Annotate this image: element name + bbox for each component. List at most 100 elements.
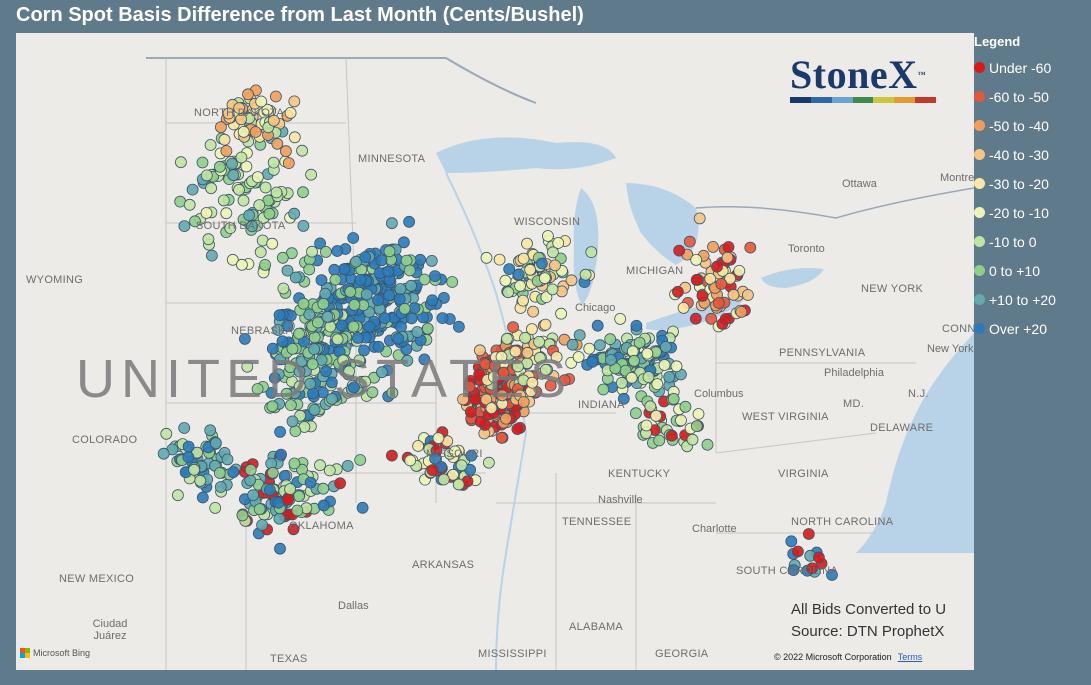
basis-point[interactable] xyxy=(617,392,630,405)
basis-point[interactable] xyxy=(437,473,450,486)
basis-point[interactable] xyxy=(452,320,465,333)
basis-point[interactable] xyxy=(735,305,748,318)
basis-point[interactable] xyxy=(549,259,561,272)
basis-point[interactable] xyxy=(272,324,285,336)
basis-point[interactable] xyxy=(539,318,552,331)
basis-point[interactable] xyxy=(405,279,418,292)
basis-point[interactable] xyxy=(289,425,302,438)
basis-point[interactable] xyxy=(335,319,348,332)
basis-point[interactable] xyxy=(659,341,672,353)
basis-point[interactable] xyxy=(344,285,357,298)
basis-point[interactable] xyxy=(214,481,227,493)
basis-point[interactable] xyxy=(715,278,728,290)
basis-point[interactable] xyxy=(188,463,201,476)
legend-item[interactable]: Over +20 xyxy=(974,314,1091,343)
basis-point[interactable] xyxy=(733,264,746,277)
basis-point[interactable] xyxy=(348,381,360,394)
basis-point[interactable] xyxy=(226,253,239,266)
basis-point[interactable] xyxy=(277,282,290,295)
basis-point[interactable] xyxy=(266,466,279,479)
basis-point[interactable] xyxy=(677,301,690,314)
basis-point[interactable] xyxy=(679,400,692,413)
basis-point[interactable] xyxy=(500,412,512,425)
basis-point[interactable] xyxy=(705,312,718,325)
basis-point[interactable] xyxy=(220,207,233,220)
basis-point[interactable] xyxy=(274,425,287,438)
basis-point[interactable] xyxy=(704,272,717,285)
basis-point[interactable] xyxy=(235,113,248,126)
basis-point[interactable] xyxy=(401,354,414,367)
basis-point[interactable] xyxy=(792,545,804,558)
basis-point[interactable] xyxy=(690,273,703,286)
basis-point[interactable] xyxy=(375,366,388,379)
basis-point[interactable] xyxy=(633,336,646,349)
basis-point[interactable] xyxy=(403,264,416,277)
basis-point[interactable] xyxy=(412,440,425,452)
basis-point[interactable] xyxy=(291,504,304,517)
basis-point[interactable] xyxy=(651,378,664,391)
basis-point[interactable] xyxy=(259,181,272,194)
basis-point[interactable] xyxy=(517,396,530,408)
basis-point[interactable] xyxy=(246,220,259,233)
basis-point[interactable] xyxy=(690,253,703,266)
basis-point[interactable] xyxy=(432,432,445,445)
basis-point[interactable] xyxy=(806,562,818,575)
basis-point[interactable] xyxy=(297,297,310,310)
basis-point[interactable] xyxy=(585,246,598,259)
basis-point[interactable] xyxy=(247,489,260,502)
basis-point[interactable] xyxy=(644,400,657,413)
basis-point[interactable] xyxy=(540,291,553,304)
basis-point[interactable] xyxy=(217,194,230,207)
basis-point[interactable] xyxy=(253,503,266,516)
basis-point[interactable] xyxy=(253,199,266,212)
basis-point[interactable] xyxy=(527,305,539,318)
basis-point[interactable] xyxy=(279,145,292,158)
basis-point[interactable] xyxy=(236,509,249,522)
basis-point[interactable] xyxy=(675,414,687,427)
basis-point[interactable] xyxy=(533,351,546,364)
basis-point[interactable] xyxy=(707,240,719,253)
basis-point[interactable] xyxy=(509,345,522,358)
basis-point[interactable] xyxy=(274,542,286,555)
basis-point[interactable] xyxy=(744,241,757,254)
basis-point[interactable] xyxy=(544,379,557,392)
basis-point[interactable] xyxy=(304,476,317,489)
basis-point[interactable] xyxy=(683,235,696,248)
basis-point[interactable] xyxy=(696,289,709,302)
basis-point[interactable] xyxy=(565,274,578,287)
basis-point[interactable] xyxy=(233,183,245,196)
basis-point[interactable] xyxy=(240,160,253,173)
basis-point[interactable] xyxy=(542,230,554,242)
basis-point[interactable] xyxy=(288,95,301,108)
basis-point[interactable] xyxy=(204,139,217,151)
basis-point[interactable] xyxy=(255,95,268,108)
basis-point[interactable] xyxy=(722,241,735,253)
basis-point[interactable] xyxy=(280,387,293,400)
basis-point[interactable] xyxy=(452,478,465,491)
basis-point[interactable] xyxy=(189,215,201,228)
basis-point[interactable] xyxy=(196,156,209,169)
basis-point[interactable] xyxy=(813,551,825,564)
basis-point[interactable] xyxy=(265,386,278,399)
basis-point[interactable] xyxy=(358,344,370,357)
basis-point[interactable] xyxy=(663,371,676,383)
basis-point[interactable] xyxy=(284,399,297,412)
basis-point[interactable] xyxy=(259,258,272,271)
basis-point[interactable] xyxy=(347,232,360,244)
basis-point[interactable] xyxy=(521,237,533,250)
basis-point[interactable] xyxy=(303,263,316,276)
basis-point[interactable] xyxy=(385,217,398,230)
basis-point[interactable] xyxy=(331,333,344,346)
basis-point[interactable] xyxy=(182,451,195,463)
basis-point[interactable] xyxy=(359,375,372,388)
legend-item[interactable]: 0 to +10 xyxy=(974,256,1091,285)
basis-point[interactable] xyxy=(311,316,324,329)
legend-item[interactable]: -60 to -50 xyxy=(974,82,1091,111)
basis-point[interactable] xyxy=(426,464,439,477)
basis-point[interactable] xyxy=(418,273,431,286)
basis-point[interactable] xyxy=(727,288,740,301)
basis-point[interactable] xyxy=(785,535,798,548)
basis-point[interactable] xyxy=(511,423,524,436)
basis-point[interactable] xyxy=(500,332,513,345)
basis-point[interactable] xyxy=(511,360,524,373)
